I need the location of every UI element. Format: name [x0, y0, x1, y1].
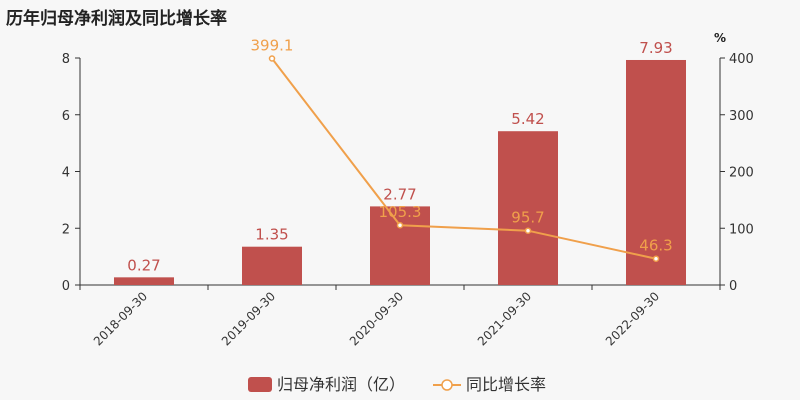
- legend-bar-label: 归母净利润（亿）: [277, 375, 405, 394]
- y-left-tick-label: 0: [62, 279, 70, 294]
- line-data-label: 46.3: [639, 237, 672, 255]
- bar-data-label: 2.77: [383, 185, 416, 203]
- legend-line-label: 同比增长率: [466, 375, 546, 394]
- x-tick-label: 2022-09-30: [603, 289, 662, 348]
- y-right-tick-label: 200: [729, 166, 754, 181]
- y-right-tick-label: 0: [729, 279, 737, 294]
- line-data-label: 399.1: [251, 37, 294, 55]
- x-tick-label: 2018-09-30: [91, 289, 150, 348]
- line-data-label: 95.7: [511, 209, 544, 227]
- line-data-label: 105.3: [379, 203, 422, 221]
- bar-data-label: 7.93: [639, 39, 672, 57]
- bar-data-label: 1.35: [255, 226, 288, 244]
- x-tick-label: 2019-09-30: [219, 289, 278, 348]
- x-tick-label: 2021-09-30: [475, 289, 534, 348]
- y-right-tick-label: 400: [729, 52, 754, 67]
- bar: [370, 206, 430, 285]
- legend-line-marker: [441, 379, 453, 391]
- growth-line: [271, 57, 657, 260]
- y-left-tick-label: 4: [62, 166, 70, 181]
- chart-title: 历年归母净利润及同比增长率: [6, 9, 227, 29]
- y-left-tick-label: 2: [62, 222, 70, 237]
- line-point: [396, 221, 404, 229]
- y-left-tick-label: 8: [62, 52, 70, 67]
- bar: [242, 246, 302, 285]
- x-tick-label: 2020-09-30: [347, 289, 406, 348]
- bar-data-label: 5.42: [511, 110, 544, 128]
- bar: [626, 59, 686, 285]
- y-left-tick-label: 6: [62, 109, 70, 124]
- legend-bar-swatch: [248, 377, 272, 392]
- line-point: [268, 55, 276, 62]
- y-right-tick-label: 300: [729, 109, 754, 124]
- line-point: [652, 255, 660, 262]
- y-right-tick-label: 100: [729, 222, 754, 237]
- line-point: [524, 227, 532, 234]
- y-right-unit: %: [714, 31, 726, 45]
- bar: [498, 131, 558, 285]
- bar: [114, 277, 174, 285]
- bar-data-label: 0.27: [127, 256, 160, 274]
